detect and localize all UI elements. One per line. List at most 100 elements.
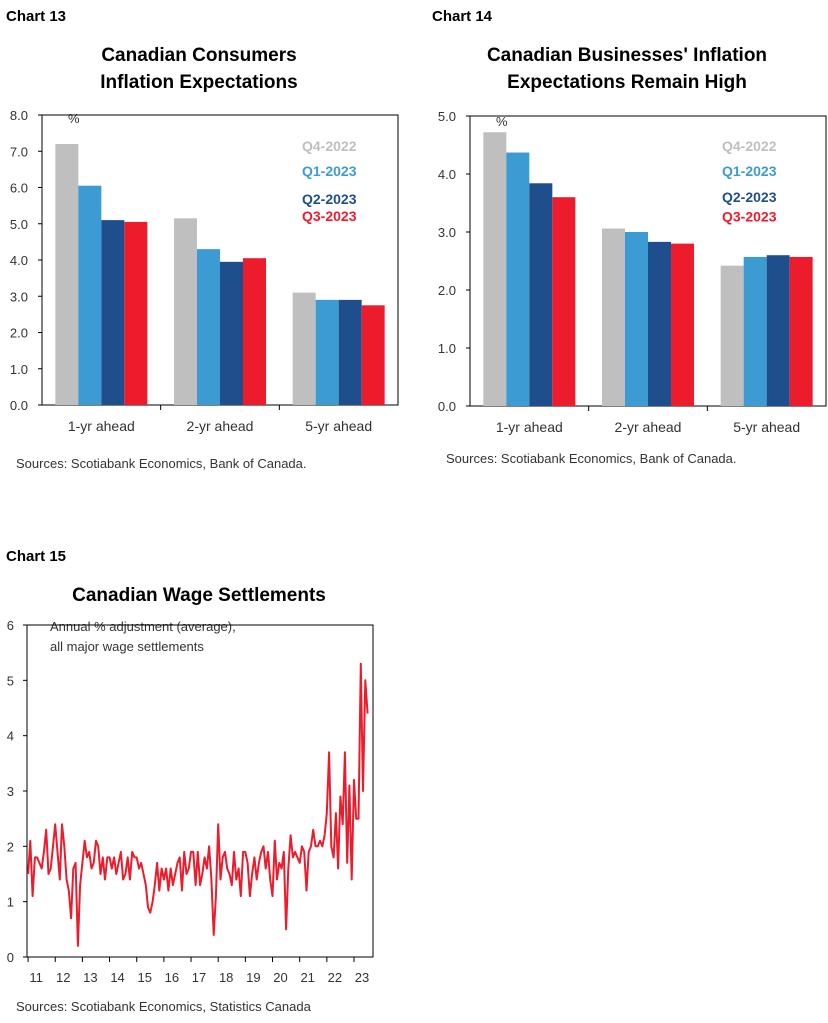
x-tick-label: 13: [83, 970, 97, 985]
y-tick-label: 8.0: [10, 108, 28, 123]
bar: [789, 256, 813, 406]
chart-15-number: Chart 15: [6, 548, 66, 565]
y-tick-label: 0: [7, 950, 14, 965]
bar: [220, 261, 243, 405]
x-tick-label: 20: [273, 970, 287, 985]
bar: [197, 249, 220, 405]
chart-13-bars: [55, 144, 385, 405]
x-tick-label: 21: [300, 970, 314, 985]
chart-13-title-line-1: Canadian Consumers: [101, 45, 296, 66]
chart-13-source: Sources: Scotiabank Economics, Bank of C…: [16, 456, 307, 471]
legend-entry: Q3-2023: [302, 208, 357, 224]
bar: [743, 256, 767, 406]
y-tick-label: 4.0: [438, 167, 456, 182]
y-tick-label: 0.0: [10, 398, 28, 413]
bar: [766, 255, 790, 406]
bar: [529, 183, 553, 406]
bar: [338, 299, 362, 405]
y-tick-label: 7.0: [10, 144, 28, 159]
x-tick-label: 16: [165, 970, 179, 985]
chart-15-y-axis: 0 1 2 3 4 5 6: [7, 618, 374, 965]
y-tick-label: 3: [7, 784, 14, 799]
bar: [174, 218, 197, 405]
y-tick-label: 3.0: [10, 289, 28, 304]
chart-14: Chart 14 Canadian Businesses' Inflation …: [432, 8, 827, 466]
chart-14-source: Sources: Scotiabank Economics, Bank of C…: [446, 451, 737, 466]
bar: [625, 232, 648, 406]
chart-15-line-group: [27, 662, 369, 947]
y-tick-label: 1.0: [10, 362, 28, 377]
y-tick-label: 4: [7, 729, 14, 744]
legend-entry: Q1-2023: [302, 163, 357, 179]
chart-14-x-axis: 1-yr ahead 2-yr ahead 5-yr ahead: [496, 406, 800, 435]
bar: [552, 197, 576, 406]
category-label: 1-yr ahead: [496, 419, 563, 435]
category-label: 1-yr ahead: [68, 418, 135, 434]
chart-13-title-line-2: Inflation Expectations: [100, 72, 297, 93]
chart-15-note-line-1: Annual % adjustment (average),: [50, 619, 236, 634]
y-tick-label: 6: [7, 618, 14, 633]
y-tick-label: 0.0: [438, 399, 456, 414]
y-tick-label: 2.0: [10, 326, 28, 341]
bar: [602, 228, 625, 406]
y-tick-label: 6.0: [10, 181, 28, 196]
chart-14-unit-label: %: [496, 114, 508, 129]
y-tick-label: 5.0: [10, 217, 28, 232]
y-tick-label: 5: [7, 673, 14, 688]
y-tick-label: 2.0: [438, 283, 456, 298]
bar: [78, 185, 102, 405]
bar: [243, 258, 266, 405]
chart-15: Chart 15 Canadian Wage Settlements Annua…: [6, 548, 374, 1014]
y-tick-label: 4.0: [10, 253, 28, 268]
category-label: 5-yr ahead: [733, 419, 800, 435]
x-tick-label: 17: [192, 970, 206, 985]
bar: [292, 292, 316, 405]
wage-settlement-series-line: [27, 662, 369, 947]
bar: [483, 132, 507, 407]
chart-14-legend: Q4-2022 Q1-2023 Q2-2023 Q3-2023: [722, 138, 777, 225]
category-label: 2-yr ahead: [615, 419, 682, 435]
bar: [315, 299, 339, 405]
chart-13: Chart 13 Canadian Consumers Inflation Ex…: [6, 8, 399, 471]
category-label: 5-yr ahead: [305, 418, 372, 434]
chart-13-x-axis: 1-yr ahead 2-yr ahead 5-yr ahead: [68, 405, 372, 434]
y-tick-label: 3.0: [438, 225, 456, 240]
chart-14-title-line-1: Canadian Businesses' Inflation: [487, 45, 767, 66]
legend-entry: Q2-2023: [722, 189, 777, 205]
legend-entry: Q4-2022: [722, 138, 777, 154]
bar: [124, 221, 148, 405]
bar: [506, 152, 530, 406]
bar: [361, 305, 385, 405]
x-tick-label: 18: [219, 970, 233, 985]
bar: [720, 265, 744, 406]
y-tick-label: 2: [7, 839, 14, 854]
legend-entry: Q1-2023: [722, 163, 777, 179]
chart-15-note-line-2: all major wage settlements: [50, 639, 204, 654]
chart-14-bars: [483, 132, 813, 407]
bar: [648, 241, 671, 406]
x-tick-label: 11: [29, 970, 43, 985]
legend-entry: Q4-2022: [302, 138, 357, 154]
chart-15-title: Canadian Wage Settlements: [72, 585, 326, 606]
chart-13-number: Chart 13: [6, 8, 66, 25]
x-tick-label: 12: [56, 970, 70, 985]
y-tick-label: 1: [7, 895, 14, 910]
y-tick-label: 1.0: [438, 341, 456, 356]
x-tick-label: 19: [246, 970, 260, 985]
chart-14-title-line-2: Expectations Remain High: [507, 72, 747, 93]
chart-15-source: Sources: Scotiabank Economics, Statistic…: [16, 999, 312, 1014]
x-tick-label: 23: [355, 970, 369, 985]
x-tick-label: 22: [328, 970, 342, 985]
chart-14-number: Chart 14: [432, 8, 493, 25]
chart-15-x-axis: 11 12 13 14 15 16 17 18 19 20 21 22 23: [27, 957, 369, 985]
legend-entry: Q3-2023: [722, 209, 777, 225]
bar: [55, 144, 79, 405]
x-tick-label: 15: [137, 970, 151, 985]
bar: [671, 243, 694, 406]
category-label: 2-yr ahead: [187, 418, 254, 434]
y-tick-label: 5.0: [438, 109, 456, 124]
x-tick-label: 14: [110, 970, 124, 985]
bar: [101, 220, 125, 405]
